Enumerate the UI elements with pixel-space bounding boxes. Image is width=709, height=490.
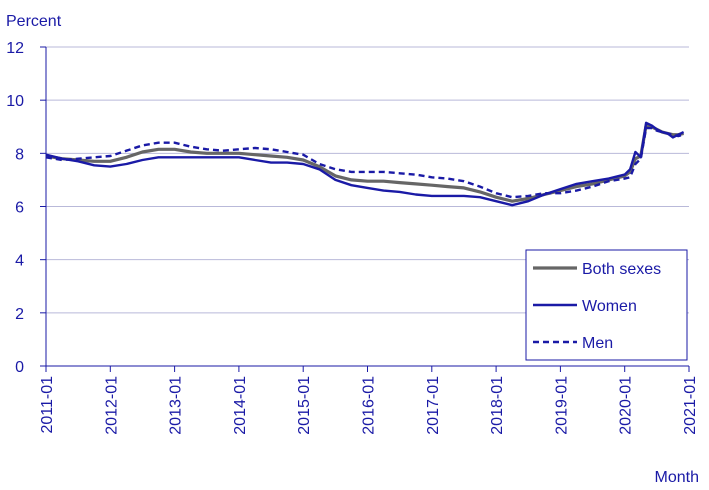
x-tick-label: 2020-01 [618, 376, 635, 435]
y-tick-label: 10 [6, 93, 24, 110]
y-tick-label: 6 [15, 200, 24, 217]
series-lines [45, 121, 685, 207]
x-tick-label: 2012-01 [103, 376, 120, 435]
x-tick-label: 2014-01 [232, 376, 249, 435]
axes [40, 46, 690, 372]
x-tick-labels: 2011-01 2012-01 2013-01 2014-01 2015-01 2016-… [39, 376, 699, 435]
y-tick-labels: 0 2 4 6 8 10 12 [6, 40, 24, 376]
x-tick-label: 2018-01 [489, 376, 506, 435]
legend: Both sexes Women Men [525, 249, 688, 361]
y-tick-label: 2 [15, 306, 24, 323]
x-tick-label: 2017-01 [425, 376, 442, 435]
x-tick-label: 2011-01 [39, 376, 56, 434]
y-tick-label: 12 [6, 40, 24, 57]
series-line-men [45, 126, 684, 199]
y-tick-label: 8 [15, 146, 24, 163]
y-tick-label: 0 [15, 359, 24, 376]
x-axis-title: Month [655, 469, 699, 486]
x-tick-label: 2013-01 [168, 376, 185, 435]
x-tick-label: 2016-01 [361, 376, 378, 435]
y-tick-label: 4 [15, 253, 24, 270]
legend-label: Both sexes [582, 261, 661, 278]
legend-label: Women [582, 298, 637, 315]
series-line-both-sexes [45, 123, 684, 203]
y-axis-title: Percent [6, 13, 62, 30]
x-tick-label: 2015-01 [296, 376, 313, 435]
x-tick-label: 2019-01 [553, 376, 570, 435]
x-tick-label: 2021-01 [682, 376, 699, 435]
legend-label: Men [582, 335, 613, 352]
series-line-women [45, 121, 685, 207]
